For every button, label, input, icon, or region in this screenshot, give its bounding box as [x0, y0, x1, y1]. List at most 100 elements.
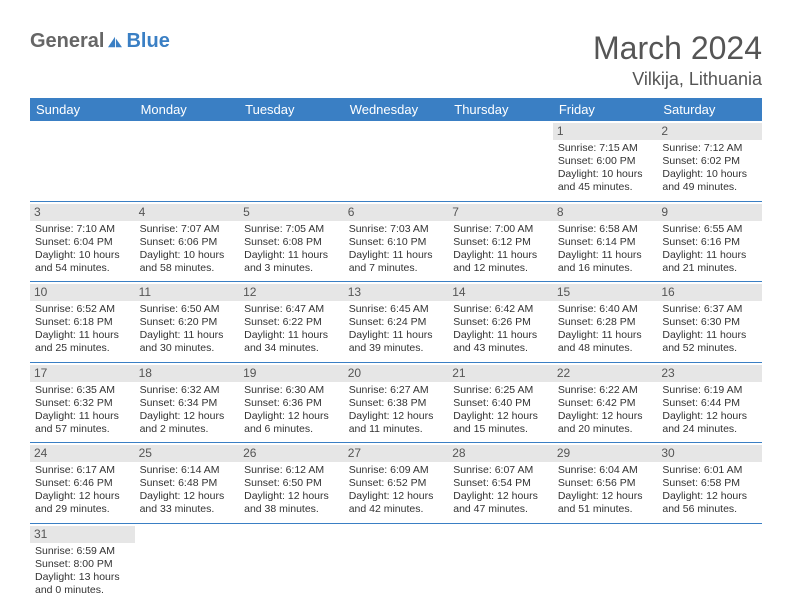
day-details: Sunrise: 6:47 AMSunset: 6:22 PMDaylight:…: [243, 303, 340, 356]
calendar-day-cell: 4Sunrise: 7:07 AMSunset: 6:06 PMDaylight…: [135, 201, 240, 282]
sunset-value: 6:22 PM: [283, 316, 322, 328]
sunrise-line: Sunrise: 6:17 AM: [35, 464, 130, 477]
sunrise-label: Sunrise:: [244, 303, 283, 315]
calendar-day-cell: 14Sunrise: 6:42 AMSunset: 6:26 PMDayligh…: [448, 282, 553, 363]
sunrise-value: 6:07 AM: [495, 464, 534, 476]
calendar-day-cell: 31Sunrise: 6:59 AMSunset: 8:00 PMDayligh…: [30, 523, 135, 603]
calendar-day-cell: 19Sunrise: 6:30 AMSunset: 6:36 PMDayligh…: [239, 362, 344, 443]
daylight-line: Daylight: 12 hours and 47 minutes.: [453, 490, 548, 516]
sunset-label: Sunset:: [35, 477, 71, 489]
weekday-header: Thursday: [448, 98, 553, 121]
day-number: 27: [344, 445, 449, 462]
day-number: 5: [239, 204, 344, 221]
sunset-label: Sunset:: [662, 316, 698, 328]
daylight-line: Daylight: 10 hours and 58 minutes.: [140, 249, 235, 275]
day-details: Sunrise: 7:03 AMSunset: 6:10 PMDaylight:…: [348, 223, 445, 276]
sunset-value: 6:54 PM: [492, 477, 531, 489]
calendar-day-cell: 25Sunrise: 6:14 AMSunset: 6:48 PMDayligh…: [135, 443, 240, 524]
daylight-label: Daylight:: [349, 329, 390, 341]
daylight-label: Daylight:: [662, 249, 703, 261]
day-number: 12: [239, 284, 344, 301]
day-details: Sunrise: 6:42 AMSunset: 6:26 PMDaylight:…: [452, 303, 549, 356]
sunrise-line: Sunrise: 7:07 AM: [140, 223, 235, 236]
sunrise-label: Sunrise:: [35, 303, 74, 315]
sunrise-value: 6:55 AM: [704, 223, 743, 235]
sunrise-label: Sunrise:: [558, 384, 597, 396]
sunrise-label: Sunrise:: [349, 303, 388, 315]
sunrise-line: Sunrise: 6:40 AM: [558, 303, 653, 316]
sunrise-value: 6:35 AM: [76, 384, 115, 396]
daylight-line: Daylight: 12 hours and 29 minutes.: [35, 490, 130, 516]
sunrise-label: Sunrise:: [662, 384, 701, 396]
calendar-day-cell: [448, 523, 553, 603]
sunrise-value: 6:42 AM: [495, 303, 534, 315]
day-details: Sunrise: 6:22 AMSunset: 6:42 PMDaylight:…: [557, 384, 654, 437]
sunset-value: 6:36 PM: [283, 397, 322, 409]
sunrise-line: Sunrise: 6:14 AM: [140, 464, 235, 477]
sunset-line: Sunset: 6:00 PM: [558, 155, 653, 168]
calendar-day-cell: 17Sunrise: 6:35 AMSunset: 6:32 PMDayligh…: [30, 362, 135, 443]
day-details: Sunrise: 6:17 AMSunset: 6:46 PMDaylight:…: [34, 464, 131, 517]
day-number: 22: [553, 365, 658, 382]
sunrise-line: Sunrise: 6:47 AM: [244, 303, 339, 316]
sunrise-line: Sunrise: 7:12 AM: [662, 142, 757, 155]
day-details: Sunrise: 6:12 AMSunset: 6:50 PMDaylight:…: [243, 464, 340, 517]
sunset-value: 6:12 PM: [492, 236, 531, 248]
sunrise-value: 6:52 AM: [76, 303, 115, 315]
sunrise-line: Sunrise: 6:42 AM: [453, 303, 548, 316]
weekday-header-row: SundayMondayTuesdayWednesdayThursdayFrid…: [30, 98, 762, 121]
sunset-label: Sunset:: [558, 397, 594, 409]
calendar-week-row: 17Sunrise: 6:35 AMSunset: 6:32 PMDayligh…: [30, 362, 762, 443]
calendar-day-cell: 22 Sunrise: 6:22 AMSunset: 6:42 PMDayligh…: [553, 362, 658, 443]
daylight-label: Daylight:: [662, 490, 703, 502]
weekday-header: Friday: [553, 98, 658, 121]
sunrise-label: Sunrise:: [35, 464, 74, 476]
sunset-value: 6:52 PM: [387, 477, 426, 489]
logo-text-blue: Blue: [126, 30, 169, 53]
sunset-label: Sunset:: [558, 236, 594, 248]
daylight-label: Daylight:: [140, 410, 181, 422]
day-number: 4: [135, 204, 240, 221]
calendar-day-cell: [344, 121, 449, 201]
sunset-value: 6:50 PM: [283, 477, 322, 489]
weekday-header: Sunday: [30, 98, 135, 121]
sunrise-value: 6:01 AM: [704, 464, 743, 476]
day-number: 7: [448, 204, 553, 221]
sunset-value: 6:32 PM: [74, 397, 113, 409]
sunset-label: Sunset:: [140, 316, 176, 328]
sunset-line: Sunset: 6:42 PM: [558, 397, 653, 410]
daylight-line: Daylight: 11 hours and 48 minutes.: [558, 329, 653, 355]
day-number: 31: [30, 526, 135, 543]
sunset-label: Sunset:: [558, 316, 594, 328]
calendar-day-cell: [135, 121, 240, 201]
daylight-line: Daylight: 12 hours and 6 minutes.: [244, 410, 339, 436]
daylight-line: Daylight: 10 hours and 54 minutes.: [35, 249, 130, 275]
daylight-line: Daylight: 12 hours and 56 minutes.: [662, 490, 757, 516]
day-details: Sunrise: 6:14 AMSunset: 6:48 PMDaylight:…: [139, 464, 236, 517]
day-details: Sunrise: 6:09 AMSunset: 6:52 PMDaylight:…: [348, 464, 445, 517]
day-number: 8: [553, 204, 658, 221]
sunrise-value: 6:47 AM: [286, 303, 325, 315]
sunset-line: Sunset: 6:10 PM: [349, 236, 444, 249]
sunset-label: Sunset:: [140, 477, 176, 489]
calendar-table: SundayMondayTuesdayWednesdayThursdayFrid…: [30, 98, 762, 603]
calendar-day-cell: [553, 523, 658, 603]
sunset-value: 6:24 PM: [387, 316, 426, 328]
calendar-day-cell: 2Sunrise: 7:12 AMSunset: 6:02 PMDaylight…: [657, 121, 762, 201]
sunrise-label: Sunrise:: [558, 464, 597, 476]
sunrise-value: 6:50 AM: [181, 303, 220, 315]
daylight-line: Daylight: 11 hours and 39 minutes.: [349, 329, 444, 355]
daylight-label: Daylight:: [453, 329, 494, 341]
calendar-week-row: 24Sunrise: 6:17 AMSunset: 6:46 PMDayligh…: [30, 443, 762, 524]
sunset-line: Sunset: 6:02 PM: [662, 155, 757, 168]
calendar-day-cell: 26Sunrise: 6:12 AMSunset: 6:50 PMDayligh…: [239, 443, 344, 524]
sunrise-value: 6:32 AM: [181, 384, 220, 396]
sunrise-line: Sunrise: 6:58 AM: [558, 223, 653, 236]
daylight-line: Daylight: 10 hours and 49 minutes.: [662, 168, 757, 194]
sunrise-label: Sunrise:: [558, 142, 597, 154]
sunset-value: 6:30 PM: [701, 316, 740, 328]
sunrise-value: 7:00 AM: [495, 223, 534, 235]
sunset-value: 8:00 PM: [74, 558, 113, 570]
sunrise-value: 7:05 AM: [286, 223, 325, 235]
sunrise-line: Sunrise: 6:59 AM: [35, 545, 130, 558]
